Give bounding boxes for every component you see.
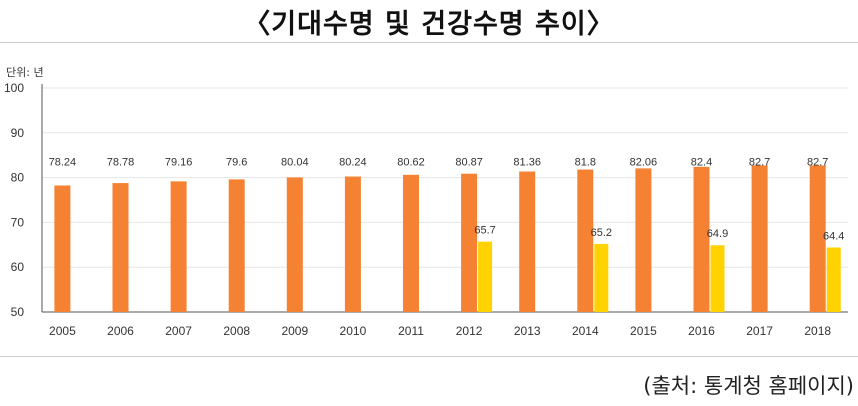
- x-tick-label: 2006: [107, 324, 134, 338]
- life-expectancy-label: 79.6: [226, 156, 247, 168]
- healthy-life-bar: [478, 241, 493, 312]
- life-expectancy-bar: [344, 176, 361, 312]
- life-expectancy-label: 80.04: [281, 156, 309, 168]
- y-tick-label: 90: [11, 126, 25, 140]
- life-expectancy-label: 80.62: [397, 156, 425, 168]
- y-tick-label: 70: [11, 215, 25, 229]
- healthy-life-label: 64.4: [823, 230, 844, 242]
- life-expectancy-bar: [809, 165, 826, 312]
- life-expectancy-label: 82.7: [749, 156, 770, 168]
- healthy-life-bar: [710, 245, 725, 312]
- healthy-life-label: 64.9: [707, 228, 728, 240]
- y-tick-label: 60: [11, 260, 25, 274]
- life-expectancy-bar: [751, 165, 768, 312]
- life-expectancy-bar: [54, 185, 71, 312]
- life-expectancy-label: 80.24: [339, 156, 367, 168]
- life-expectancy-bar: [403, 174, 419, 312]
- life-expectancy-bar: [635, 168, 652, 312]
- title-divider: [0, 42, 858, 43]
- unit-label: 단위: 년: [6, 66, 44, 79]
- life-expectancy-label: 78.24: [49, 156, 77, 168]
- x-tick-label: 2015: [630, 324, 657, 338]
- y-tick-label: 80: [11, 171, 25, 185]
- x-tick-label: 2014: [572, 324, 599, 338]
- life-expectancy-label: 82.4: [691, 156, 712, 168]
- life-expectancy-bar: [577, 169, 594, 312]
- life-expectancy-bar: [693, 166, 710, 312]
- life-expectancy-label: 78.78: [107, 156, 135, 168]
- healthy-life-label: 65.7: [474, 225, 495, 237]
- life-expectancy-bar: [461, 173, 478, 312]
- x-tick-label: 2010: [340, 324, 367, 338]
- life-expectancy-label: 79.16: [165, 156, 193, 168]
- x-tick-label: 2012: [456, 324, 483, 338]
- healthy-life-bar: [594, 243, 609, 312]
- life-expectancy-bar: [170, 181, 187, 312]
- life-expectancy-label: 82.06: [630, 156, 658, 168]
- life-expectancy-label: 81.8: [575, 156, 596, 168]
- x-tick-label: 2018: [804, 324, 831, 338]
- footer-divider: [0, 356, 858, 357]
- source-note: (출처: 통계청 홈페이지): [643, 374, 854, 398]
- life-expectancy-label: 81.36: [513, 156, 541, 168]
- x-tick-label: 2009: [281, 324, 308, 338]
- healthy-life-bar: [826, 247, 841, 312]
- life-expectancy-bar: [228, 179, 245, 312]
- life-expectancy-label: 82.7: [807, 156, 828, 168]
- life-expectancy-bar: [519, 171, 536, 312]
- healthy-life-label: 65.2: [591, 227, 612, 239]
- x-tick-label: 2011: [398, 324, 424, 338]
- x-tick-label: 2013: [514, 324, 541, 338]
- x-tick-label: 2005: [49, 324, 76, 338]
- x-tick-label: 2016: [688, 324, 715, 338]
- x-tick-label: 2007: [165, 324, 192, 338]
- x-tick-label: 2017: [746, 324, 773, 338]
- y-tick-label: 50: [11, 305, 25, 319]
- life-expectancy-bar: [112, 183, 129, 312]
- x-tick-label: 2008: [223, 324, 250, 338]
- y-tick-label: 100: [4, 81, 24, 95]
- life-expectancy-label: 80.87: [455, 156, 483, 168]
- chart-title: 〈기대수명 및 건강수명 추이〉: [243, 9, 615, 40]
- life-expectancy-bar: [286, 177, 303, 312]
